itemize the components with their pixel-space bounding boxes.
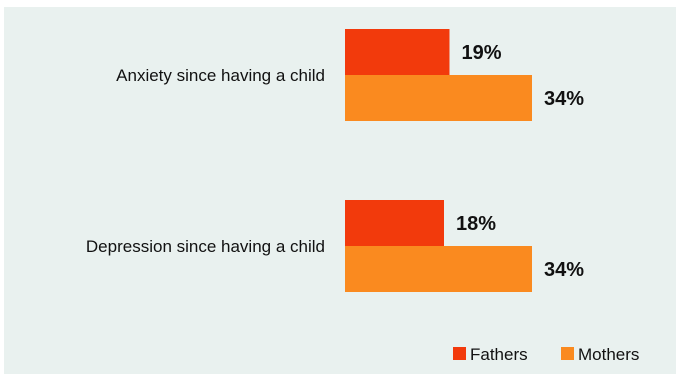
data-label: 19% <box>462 42 502 64</box>
data-label: 34% <box>544 259 584 281</box>
category-label: Depression since having a child <box>86 237 325 256</box>
legend-label-fathers: Fathers <box>470 345 528 364</box>
bar-mothers-0 <box>345 75 532 121</box>
data-label: 34% <box>544 88 584 110</box>
legend-label-mothers: Mothers <box>578 345 639 364</box>
bar-mothers-1 <box>345 246 532 292</box>
plot-area <box>4 7 676 374</box>
category-label: Anxiety since having a child <box>116 66 325 85</box>
legend-swatch-mothers <box>561 347 574 360</box>
bar-fathers-1 <box>345 200 444 246</box>
bar-fathers-0 <box>345 29 450 75</box>
data-label: 18% <box>456 213 496 235</box>
legend-swatch-fathers <box>453 347 466 360</box>
